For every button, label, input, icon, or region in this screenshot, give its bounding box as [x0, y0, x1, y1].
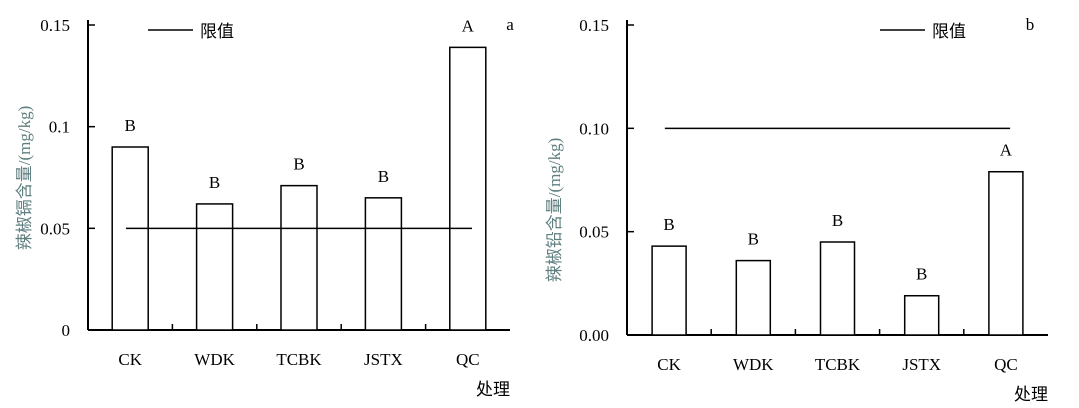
- bar-qc: [449, 46, 487, 331]
- panel-label: b: [1026, 15, 1035, 34]
- legend-label: 限值: [932, 22, 966, 41]
- x-tick-label: JSTX: [364, 350, 403, 369]
- x-tick-label: WDK: [733, 355, 774, 374]
- x-tick-label: CK: [657, 355, 681, 374]
- x-tick-label: QC: [456, 350, 480, 369]
- bar-wdk: [195, 203, 234, 331]
- significance-letter: A: [1000, 141, 1013, 160]
- y-tick-label: 0.05: [579, 223, 609, 242]
- significance-letter: B: [748, 230, 759, 249]
- significance-letter: B: [663, 215, 674, 234]
- bar-jstx: [903, 294, 940, 336]
- bar-qc: [988, 170, 1024, 336]
- significance-letter: B: [293, 155, 304, 174]
- x-tick-label: TCBK: [276, 350, 322, 369]
- y-tick-label: 0.00: [579, 326, 609, 345]
- legend-label: 限值: [200, 22, 234, 41]
- significance-letter: B: [832, 211, 843, 230]
- significance-letter: A: [462, 16, 475, 35]
- bar-jstx: [364, 197, 403, 331]
- x-tick-label: JSTX: [902, 355, 941, 374]
- bar-tcbk: [819, 241, 856, 336]
- x-axis-label: 处理: [1014, 385, 1048, 404]
- y-tick-label: 0.15: [579, 16, 609, 35]
- y-axis-label: 辣椒镉含量/(mg/kg): [15, 106, 34, 251]
- bar-wdk: [735, 259, 772, 336]
- y-tick-label: 0.1: [49, 118, 70, 137]
- y-tick-label: 0: [62, 321, 71, 340]
- x-tick-label: TCBK: [815, 355, 861, 374]
- significance-letter: B: [378, 167, 389, 186]
- x-tick-label: CK: [118, 350, 142, 369]
- y-tick-label: 0.05: [40, 219, 70, 238]
- panel-label: a: [506, 15, 514, 34]
- significance-letter: B: [209, 173, 220, 192]
- bar-ck: [111, 146, 149, 331]
- significance-letter: B: [916, 265, 927, 284]
- bar-ck: [651, 245, 687, 336]
- y-tick-label: 0.10: [579, 119, 609, 138]
- y-axis-label: 辣椒铅含量/(mg/kg): [545, 138, 564, 283]
- x-tick-label: QC: [994, 355, 1018, 374]
- x-axis-label: 处理: [476, 380, 510, 399]
- bar-tcbk: [280, 184, 318, 331]
- significance-letter: B: [125, 116, 136, 135]
- x-tick-label: WDK: [194, 350, 235, 369]
- y-tick-label: 0.15: [40, 16, 70, 35]
